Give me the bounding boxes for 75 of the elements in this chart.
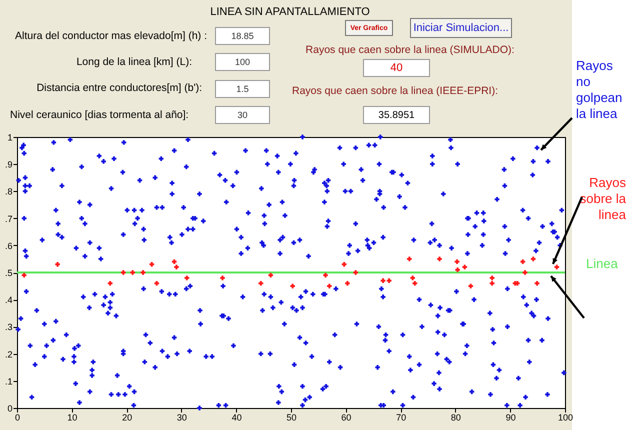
- point: [174, 264, 179, 270]
- y-tick-label: .3: [4, 322, 12, 332]
- point: [554, 264, 560, 270]
- x-tick-label: 50: [286, 412, 297, 422]
- text-field: 1.5: [215, 80, 270, 98]
- point: [522, 270, 528, 275]
- point: [468, 284, 474, 288]
- point: [154, 280, 160, 286]
- point: [386, 278, 392, 283]
- point: [184, 276, 190, 280]
- y-tick-label: .8: [4, 186, 12, 197]
- point: [55, 262, 60, 267]
- point: [120, 270, 126, 275]
- point: [490, 280, 494, 286]
- y-tick-label: .5: [4, 268, 12, 278]
- point: [410, 276, 415, 280]
- point: [345, 280, 350, 286]
- point: [140, 270, 146, 275]
- point: [407, 256, 412, 262]
- y-tick-label: .6: [4, 240, 12, 251]
- point: [455, 267, 460, 272]
- text: Rayos que caen sobre la linea (SIMULADO):: [306, 44, 514, 56]
- point: [290, 284, 295, 288]
- text-field: 100: [215, 53, 270, 71]
- point: [149, 262, 154, 267]
- text: Long de la linea [km] (L):: [76, 56, 192, 68]
- point: [530, 256, 536, 262]
- x-tick-label: 90: [506, 412, 516, 422]
- x-tick-label: 100: [558, 412, 574, 422]
- text: Distancia entre conductores[m] (b'):: [36, 82, 202, 94]
- point: [454, 259, 460, 264]
- text: Rayos que caen sobre la linea (IEEE-EPRI):: [292, 85, 498, 97]
- text: Rayos no golpean la linea: [576, 58, 624, 122]
- point: [380, 278, 386, 283]
- point: [323, 272, 328, 278]
- point: [462, 264, 468, 270]
- point: [327, 284, 332, 288]
- x-tick-label: 20: [122, 412, 132, 422]
- point: [520, 259, 526, 264]
- x-tick-label: 40: [232, 412, 242, 422]
- x-tick-label: 30: [176, 412, 187, 422]
- point: [412, 280, 418, 286]
- point: [437, 256, 442, 262]
- x-tick-label: 80: [450, 412, 461, 422]
- point: [172, 259, 177, 264]
- point: [534, 280, 540, 286]
- point: [22, 272, 26, 278]
- y-tick-label: .2: [4, 349, 12, 360]
- point: [108, 280, 113, 286]
- y-tick-label: .9: [4, 160, 12, 170]
- x-tick-label: 70: [396, 412, 406, 422]
- chart-title: LINEA SIN APANTALLAMIENTO: [210, 6, 370, 18]
- point: [258, 280, 264, 286]
- y-tick-label: .7: [4, 214, 12, 224]
- point: [220, 276, 225, 280]
- y-tick-label: .4: [4, 295, 12, 306]
- text: Altura del conductor mas elevado[m] (h) :: [14, 30, 207, 42]
- point: [490, 276, 494, 280]
- y-tick-label: 1: [7, 132, 12, 142]
- x-tick-label: 0: [14, 412, 20, 422]
- point: [130, 270, 135, 275]
- point: [353, 270, 358, 275]
- text-field: 18.85: [215, 27, 270, 45]
- y-tick-label: .1: [4, 376, 12, 386]
- x-tick-label: 10: [67, 412, 78, 422]
- button: Iniciar Simulacion...: [410, 18, 512, 38]
- text-field: 30: [215, 106, 270, 124]
- series-label: Linea: [586, 256, 619, 272]
- point: [342, 262, 346, 267]
- text-field: 35.8951: [363, 106, 430, 124]
- text-field: 40: [363, 59, 430, 77]
- x-tick-label: 60: [341, 412, 352, 422]
- text: Nivel ceraunico [dias tormenta al año]:: [10, 109, 189, 121]
- text: Rayos sobre la linea: [578, 175, 626, 223]
- y-tick-label: 0: [7, 404, 12, 414]
